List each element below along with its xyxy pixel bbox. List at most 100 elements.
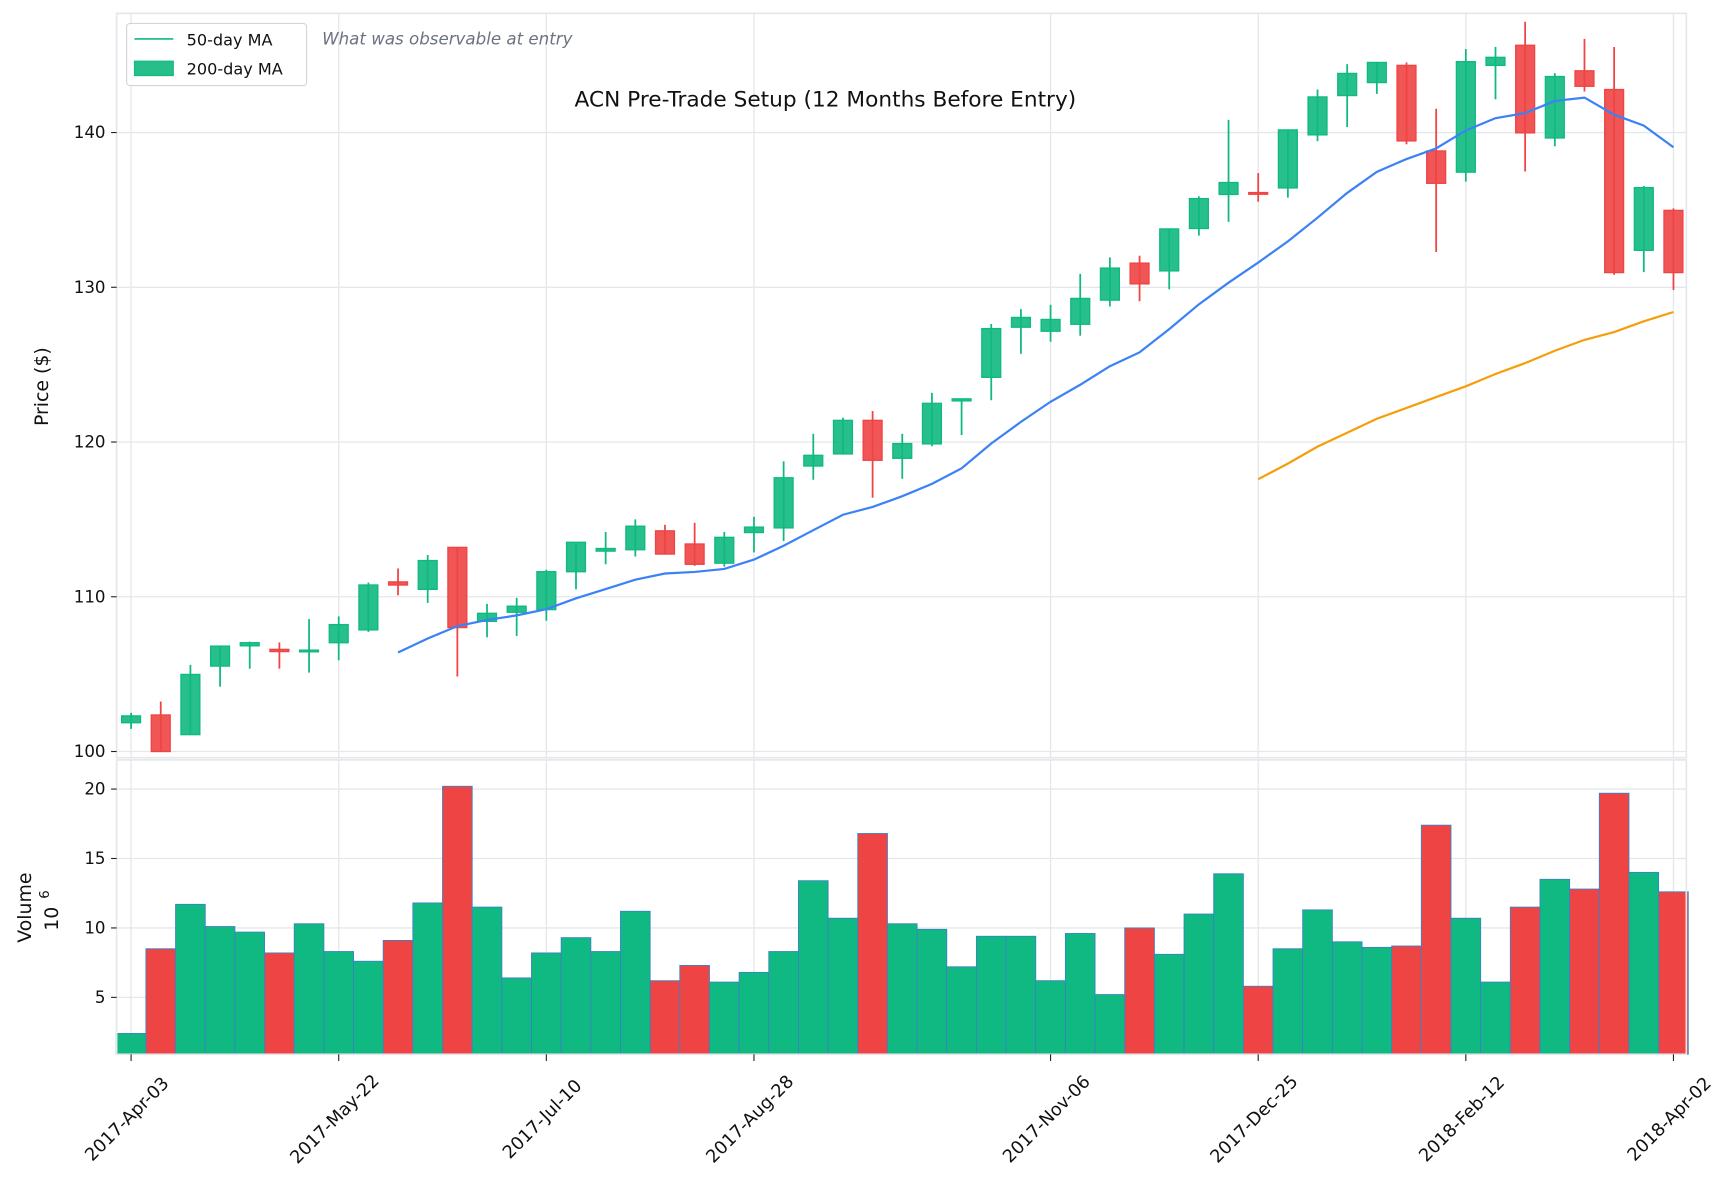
candle (1129, 255, 1150, 302)
candle-body (1277, 129, 1298, 189)
candle (417, 554, 438, 603)
candle-body (328, 623, 349, 644)
volume-bar (946, 966, 977, 1055)
volume-bar (1539, 878, 1571, 1055)
candle-body (239, 642, 260, 647)
moving-averages (397, 96, 1675, 654)
volume-bar (590, 951, 621, 1055)
candle-body (1633, 186, 1654, 251)
x-tick-label: 2018-Apr-02 (1624, 1074, 1716, 1166)
volume-bar (293, 923, 325, 1055)
x-tick-label: 2018-Feb-12 (1416, 1073, 1509, 1166)
candle (328, 616, 349, 661)
volume-y-ticks: 5 10 15 20 (84, 780, 117, 1007)
x-tick-label: 2017-Dec-25 (1207, 1072, 1302, 1167)
price-tick-label: 100 (74, 742, 106, 761)
price-tick-label: 140 (74, 123, 106, 142)
volume-bar (1035, 980, 1066, 1055)
candle (1248, 173, 1269, 202)
volume-tick-label: 10 (84, 918, 105, 937)
candle (180, 664, 201, 736)
candle-body (1070, 297, 1091, 325)
volume-bar (649, 980, 681, 1055)
volume-bar (145, 948, 177, 1055)
candle-body (803, 454, 824, 467)
volume-axis-label: Volume (14, 873, 36, 943)
volume-bar (1213, 873, 1244, 1055)
volume-tick-label: 20 (84, 780, 105, 799)
candle-body (625, 525, 646, 551)
candle (862, 411, 883, 498)
volume-bar (975, 935, 1007, 1055)
volume-bar (1005, 935, 1037, 1055)
volume-bar (1509, 906, 1541, 1055)
legend-label-ma50: 50-day MA (187, 31, 273, 50)
volume-bar (1331, 941, 1363, 1055)
volume-bar (916, 928, 948, 1055)
candles (120, 21, 1684, 753)
volume-bar (620, 910, 651, 1055)
volume-bar (382, 939, 414, 1055)
candle (773, 461, 794, 542)
volume-bar (531, 952, 562, 1055)
candle-body (476, 612, 498, 623)
volume-bar (204, 926, 236, 1055)
volume-bar (857, 833, 888, 1055)
volume-tick-label: 5 (95, 988, 106, 1007)
candle (1040, 304, 1061, 342)
x-tick-label: 2017-Aug-28 (703, 1072, 798, 1167)
volume-bar (1420, 824, 1452, 1055)
volume-bar (353, 960, 384, 1055)
volume-bars (115, 785, 1689, 1055)
candle (209, 645, 231, 687)
candle (506, 597, 527, 636)
candle-body (180, 673, 201, 736)
volume-bar (501, 977, 532, 1055)
volume-bar (886, 923, 918, 1055)
volume-bar (1183, 913, 1215, 1055)
volume-bar (1361, 946, 1393, 1055)
candle (565, 541, 587, 590)
candle (536, 569, 557, 621)
offset-base: 10 (41, 907, 63, 931)
candle (1277, 129, 1298, 198)
legend-label-ma200: 200-day MA (187, 59, 283, 78)
candle (1337, 64, 1358, 128)
candle-body (1663, 209, 1684, 274)
candle-body (269, 648, 290, 653)
candle (595, 531, 616, 565)
candle (654, 524, 676, 555)
volume-bar (1064, 933, 1096, 1055)
candle-body (1544, 75, 1565, 139)
volume-bar (323, 951, 354, 1055)
candle-body (417, 559, 438, 591)
price-tick-label: 130 (74, 278, 106, 297)
volume-bar (1242, 985, 1274, 1055)
candle (1010, 309, 1032, 354)
volume-bar (115, 1033, 147, 1055)
candle (1426, 108, 1447, 252)
candle (684, 522, 705, 566)
candle-body (1159, 228, 1180, 272)
volume-bar (709, 981, 740, 1055)
volume-bar (1391, 945, 1422, 1055)
candle-body (1129, 262, 1150, 285)
candle-body (209, 645, 231, 667)
candle-body (1218, 181, 1239, 196)
offset-exponent: 6 (38, 890, 53, 898)
candle (269, 642, 290, 669)
candle-body (1307, 96, 1328, 136)
candle-body (1485, 56, 1506, 67)
candle (1366, 61, 1387, 94)
volume-bar (1272, 948, 1304, 1055)
candle-body (298, 649, 320, 653)
candle-body (1099, 267, 1121, 301)
volume-bar (412, 902, 443, 1055)
volume-bar (1569, 888, 1600, 1055)
chart-title: ACN Pre-Trade Setup (12 Months Before En… (575, 88, 1077, 113)
candle (832, 417, 854, 455)
volume-bar (1658, 891, 1689, 1055)
candle-body (654, 530, 676, 555)
volume-bar (442, 785, 473, 1055)
